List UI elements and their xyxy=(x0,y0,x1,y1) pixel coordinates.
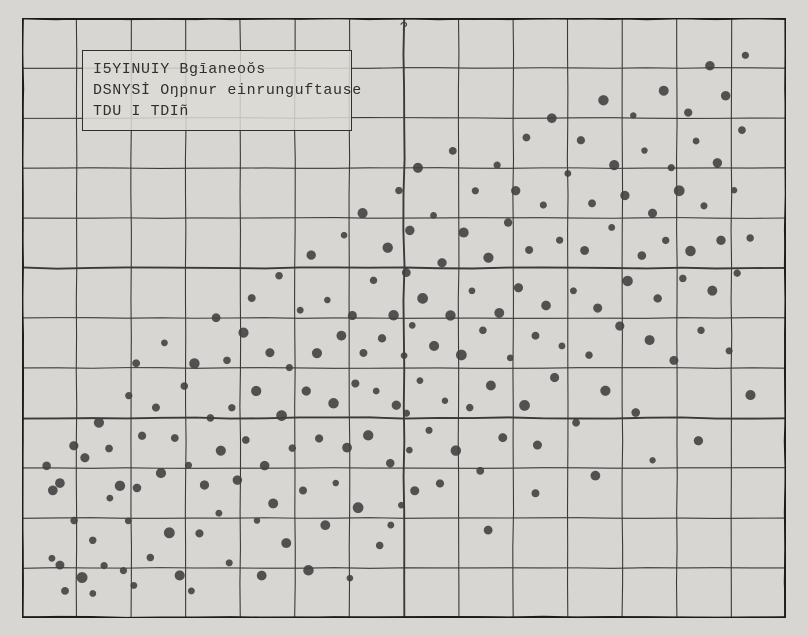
legend-line-2: DSNYSİ Oŋpnur einrunguftause xyxy=(93,82,341,99)
axis-top-tick: ? xyxy=(400,20,408,36)
legend-line-3: TDU I TDIñ xyxy=(93,103,341,120)
legend-box: I5YINUIY Bgīaneoŏs DSNYSİ Oŋpnur einrung… xyxy=(82,50,352,131)
scatter-chart: ? I5YINUIY Bgīaneoŏs DSNYSİ Oŋpnur einru… xyxy=(22,18,786,618)
legend-line-1: I5YINUIY Bgīaneoŏs xyxy=(93,61,341,78)
